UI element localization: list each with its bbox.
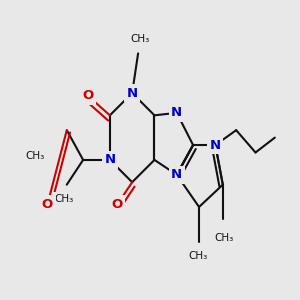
Text: CH₃: CH₃ [215, 233, 234, 243]
Text: N: N [104, 153, 116, 167]
Text: N: N [127, 86, 138, 100]
Text: O: O [112, 198, 123, 211]
Text: N: N [171, 106, 182, 119]
Text: CH₃: CH₃ [25, 151, 44, 161]
Text: N: N [171, 168, 182, 181]
Text: CH₃: CH₃ [188, 250, 207, 261]
Text: N: N [210, 139, 221, 152]
Text: O: O [42, 198, 53, 211]
Text: CH₃: CH₃ [130, 34, 149, 44]
Text: CH₃: CH₃ [54, 194, 74, 204]
Text: O: O [82, 89, 93, 102]
